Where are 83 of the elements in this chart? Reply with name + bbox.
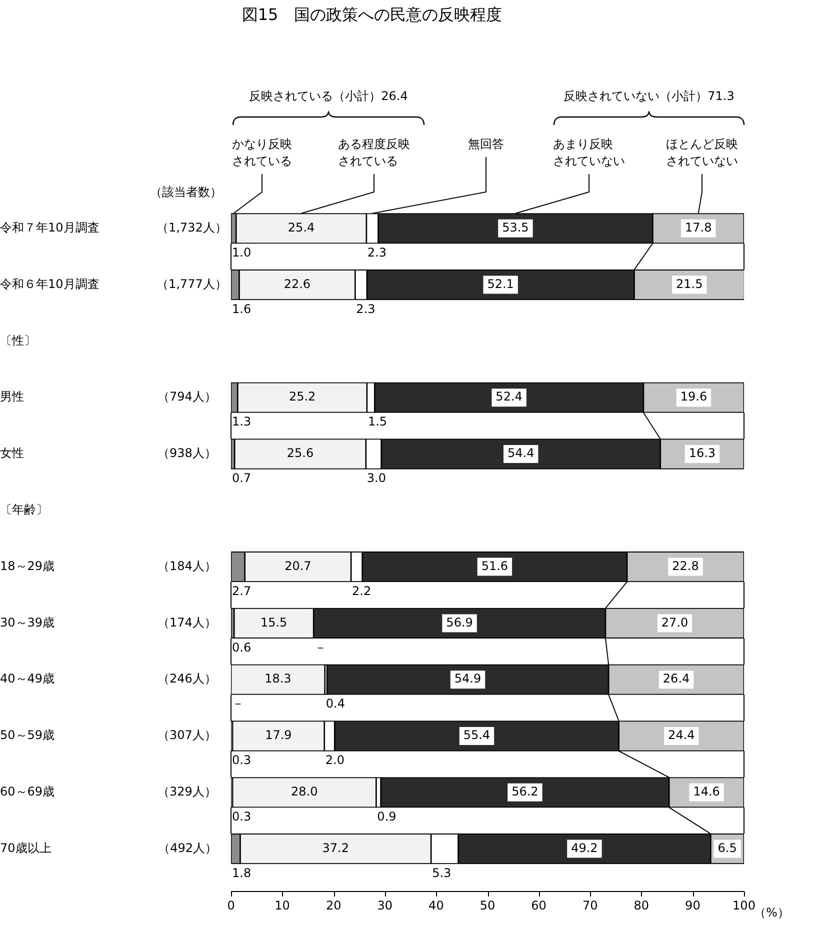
- data-label: 16.3: [688, 446, 716, 460]
- data-label: 0.7: [232, 471, 252, 486]
- y-tick-label: 男性 （794人）: [0, 390, 216, 404]
- data-label: 26.4: [662, 672, 690, 686]
- y-tick-label: 18～29歳 （184人）: [0, 558, 216, 573]
- data-label: 0.9: [377, 810, 396, 824]
- data-label: 15.5: [260, 615, 288, 630]
- y-tick-label: 令和７年10月調査 （1,732人）: [0, 220, 227, 235]
- data-label: 6.5: [718, 840, 737, 855]
- data-label: 25.2: [288, 390, 316, 404]
- text: 反映されていない（小計）71.3: [564, 89, 734, 104]
- y-tick-label: 50～59歳 （307人）: [0, 728, 216, 742]
- y-tick-label: 70歳以上 （492人）: [0, 840, 217, 855]
- x-axis-title: （%）: [754, 906, 790, 920]
- data-label: 17.8: [684, 220, 712, 235]
- x-tick-label: 80: [634, 898, 650, 913]
- text: かなり反映されている: [232, 137, 292, 168]
- data-label: 14.6: [693, 784, 720, 799]
- data-label: 17.9: [265, 728, 292, 742]
- data-label: 51.6: [481, 558, 508, 573]
- data-label: 56.9: [446, 615, 473, 630]
- y-tick-label: 令和６年10月調査 （1,777人）: [0, 276, 227, 291]
- data-label: 2.7: [232, 584, 252, 598]
- data-label: 2.0: [325, 753, 344, 768]
- data-label: 21.5: [676, 276, 703, 291]
- data-label: 37.2: [322, 840, 350, 855]
- data-label: －: [314, 640, 327, 654]
- text: あまり反映されていない: [553, 137, 625, 168]
- x-tick-label: 20: [326, 898, 342, 913]
- text: ある程度反映されている: [338, 137, 410, 168]
- data-label: 24.4: [668, 728, 695, 742]
- x-tick-label: 70: [582, 898, 598, 913]
- y-tick-label: 〔年齢〕: [0, 502, 48, 517]
- x-tick-label: 100: [732, 898, 756, 913]
- data-label: 5.3: [432, 866, 452, 880]
- data-label: 22.6: [284, 276, 311, 291]
- y-tick-label: 40～49歳 （246人）: [0, 672, 216, 686]
- x-tick-label: 60: [531, 898, 546, 913]
- data-label: 0.4: [326, 696, 345, 711]
- data-label: 1.0: [232, 246, 252, 260]
- x-tick-label: 0: [227, 898, 235, 913]
- data-label: 19.6: [680, 390, 708, 404]
- data-label: 22.8: [672, 558, 699, 573]
- x-tick-label: 30: [377, 898, 393, 913]
- data-label: 53.5: [502, 220, 529, 235]
- data-label: 20.7: [284, 558, 312, 573]
- data-label: －: [232, 696, 244, 711]
- y-tick-label: 30～39歳 （174人）: [0, 615, 216, 630]
- data-label: 55.4: [463, 728, 490, 742]
- data-label: 3.0: [366, 471, 386, 486]
- data-label: 1.5: [368, 414, 388, 429]
- text: 無回答: [468, 137, 504, 152]
- text: 反映されている（小計）26.4: [249, 89, 408, 104]
- text: （該当者数）: [150, 185, 222, 200]
- data-label: 52.1: [487, 276, 514, 291]
- data-label: 2.3: [356, 302, 376, 316]
- data-label: 0.3: [232, 753, 252, 768]
- data-label: 56.2: [512, 784, 538, 799]
- text: ほとんど反映されていない: [666, 137, 738, 168]
- y-tick-label: 女性 （938人）: [0, 446, 216, 460]
- x-tick-label: 90: [685, 898, 700, 913]
- data-label: 1.3: [232, 414, 252, 429]
- x-tick-label: 50: [480, 898, 496, 913]
- data-label: 1.6: [232, 302, 252, 316]
- data-label: 27.0: [661, 615, 688, 630]
- y-tick-label: 60～69歳 （329人）: [0, 784, 216, 799]
- x-tick-label: 40: [428, 898, 444, 913]
- data-label: 2.2: [352, 584, 372, 598]
- data-label: 52.4: [496, 390, 522, 404]
- data-label: 18.3: [264, 672, 292, 686]
- x-tick-label: 10: [274, 898, 290, 913]
- chart-title: 図15 国の政策への民意の反映程度: [242, 4, 502, 24]
- data-label: 0.3: [232, 810, 252, 824]
- data-label: 25.6: [286, 446, 314, 460]
- data-label: 25.4: [288, 220, 315, 235]
- data-label: 2.3: [367, 246, 387, 260]
- y-tick-label: 〔性〕: [0, 333, 36, 348]
- data-label: 54.9: [454, 672, 482, 686]
- data-label: 28.0: [291, 784, 318, 799]
- data-label: 49.2: [571, 840, 598, 855]
- data-label: 54.4: [507, 446, 534, 460]
- data-label: 1.8: [232, 866, 252, 880]
- data-label: 0.6: [232, 640, 252, 654]
